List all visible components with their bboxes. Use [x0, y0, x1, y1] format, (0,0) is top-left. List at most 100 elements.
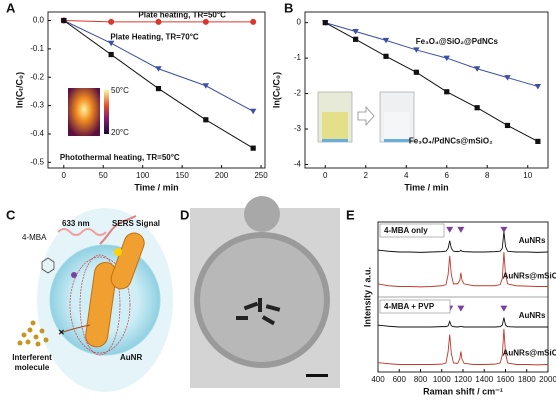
- x-tick-label: 1400: [475, 375, 493, 384]
- x-tick-label: 50: [99, 171, 108, 180]
- x-tick-label: 0: [323, 171, 328, 180]
- y-tick-label: -3: [294, 124, 302, 133]
- series-line: [325, 22, 539, 87]
- condition-box: [379, 299, 451, 314]
- series-label: AuNRs: [519, 236, 546, 245]
- molecule-label: 4-MBA: [22, 233, 47, 242]
- marker: [107, 40, 115, 47]
- rod-label: AuNR: [120, 353, 142, 362]
- series-label: AuNRs@mSiO₂: [503, 271, 556, 280]
- y-tick-label: -4: [294, 160, 302, 169]
- marker: [413, 69, 419, 75]
- peak-marker: [457, 226, 465, 233]
- x-tick-label: 1800: [518, 375, 536, 384]
- y-tick-label: -0.2: [30, 72, 44, 81]
- marker: [383, 53, 389, 59]
- peak-marker: [457, 305, 465, 312]
- y-tick-label: 0.0: [33, 16, 45, 25]
- x-tick-label: 250: [254, 171, 268, 180]
- marker: [249, 108, 257, 115]
- colorbar-label: 50°C: [111, 86, 129, 95]
- marker: [155, 85, 162, 92]
- x-tick-label: 800: [414, 375, 428, 384]
- peak-marker: [500, 226, 508, 233]
- vial-photo: [317, 91, 415, 143]
- marker: [61, 17, 67, 24]
- x-tick-label: 100: [136, 171, 150, 180]
- y-axis-label: ln(Cₜ/C₀): [271, 72, 281, 108]
- condition-label: 4-MBA only: [384, 226, 428, 235]
- y-tick-label: 0: [297, 18, 302, 27]
- y-tick-label: -0.1: [30, 44, 44, 53]
- interferent-label: molecule: [15, 363, 50, 372]
- series-line: [377, 328, 549, 366]
- panel-label: D: [180, 207, 189, 222]
- marker: [202, 18, 209, 25]
- marker: [473, 66, 481, 72]
- peak-marker: [446, 226, 454, 233]
- marker: [250, 18, 257, 25]
- marker: [108, 18, 115, 25]
- peak-marker: [500, 305, 508, 312]
- series-label: AuNRs@mSiO₂: [503, 348, 556, 357]
- marker: [534, 83, 542, 90]
- x-tick-label: 2: [364, 171, 369, 180]
- marker: [352, 29, 359, 35]
- schematic: ✕: [17, 208, 173, 392]
- x-tick-label: 8: [485, 171, 490, 180]
- color-bar: [104, 90, 109, 134]
- marker: [108, 51, 114, 58]
- marker: [353, 36, 359, 42]
- plot-frame: [47, 11, 266, 169]
- x-tick-label: 6: [445, 171, 450, 180]
- marker: [155, 66, 162, 72]
- x-axis-label: Raman shift / cm⁻¹: [423, 386, 503, 396]
- x-tick-label: 1200: [454, 375, 472, 384]
- y-tick-label: -0.5: [30, 157, 44, 166]
- y-tick-label: -1: [294, 53, 302, 62]
- plot-frame: [304, 11, 549, 169]
- series-label: Plate heating, TR=50°C: [138, 11, 226, 20]
- marker: [504, 75, 511, 81]
- marker: [203, 117, 209, 123]
- x-tick-label: 4: [404, 171, 409, 180]
- y-tick-label: -0.4: [30, 129, 44, 138]
- marker: [444, 89, 450, 95]
- x-tick-label: 1000: [433, 375, 451, 384]
- laser-label: 633 nm: [62, 219, 90, 228]
- marker: [504, 122, 511, 129]
- series-label: AuNRs: [519, 311, 546, 320]
- marker: [382, 37, 390, 44]
- series-line: [377, 251, 548, 288]
- marker: [322, 20, 328, 26]
- series-label: Plate Heating, TR=70°C: [110, 33, 199, 42]
- x-axis-label: Time / min: [404, 182, 448, 192]
- x-tick-label: 200: [215, 171, 229, 180]
- thermal-image: [68, 88, 100, 136]
- x-tick-label: 10: [523, 171, 532, 180]
- x-axis-label: Time / min: [134, 182, 178, 192]
- series-line: [325, 22, 539, 142]
- series-label: Fe₃O₄@SiO₂@PdNCs: [416, 37, 499, 46]
- x-tick-label: 1600: [497, 375, 515, 384]
- panel-label: C: [6, 207, 16, 222]
- marker: [413, 47, 420, 53]
- marker: [474, 105, 480, 111]
- panel-label: E: [346, 207, 355, 222]
- x-tick-label: 150: [175, 171, 189, 180]
- y-axis-label: Intensity / a.u.: [362, 267, 372, 327]
- panel-label: A: [6, 0, 16, 15]
- tem-image: [190, 196, 340, 388]
- x-tick-label: 400: [371, 375, 385, 384]
- panel-label: B: [284, 0, 293, 15]
- marker: [443, 55, 450, 62]
- marker: [202, 83, 210, 89]
- x-tick-label: 0: [62, 171, 67, 180]
- y-tick-label: -2: [294, 89, 302, 98]
- marker: [250, 145, 256, 151]
- y-axis-label: ln(Cₜ/C₀): [14, 72, 24, 108]
- interferent-label: Interferent: [12, 353, 52, 362]
- colorbar-label: 20°C: [111, 128, 129, 137]
- condition-label: 4-MBA + PVP: [384, 302, 435, 311]
